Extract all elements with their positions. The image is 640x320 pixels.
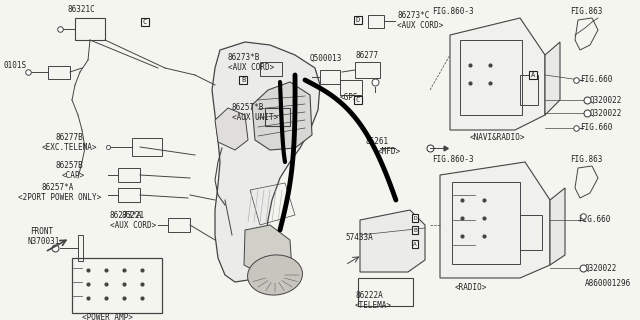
Text: 86277: 86277 bbox=[355, 51, 378, 60]
Text: Q320022: Q320022 bbox=[590, 108, 622, 117]
Text: <AUX CORD>: <AUX CORD> bbox=[110, 220, 156, 229]
Text: 86257*B: 86257*B bbox=[232, 103, 264, 113]
Bar bbox=[75, 18, 105, 40]
Bar bbox=[48, 66, 70, 79]
Bar bbox=[340, 80, 362, 95]
Bar bbox=[168, 218, 190, 232]
Text: 86222A: 86222A bbox=[355, 291, 383, 300]
Text: 86277B: 86277B bbox=[55, 133, 83, 142]
Polygon shape bbox=[545, 42, 560, 115]
Polygon shape bbox=[215, 108, 248, 150]
Polygon shape bbox=[212, 42, 320, 282]
Text: <AUX CORD>: <AUX CORD> bbox=[228, 63, 275, 73]
Text: Q320022: Q320022 bbox=[585, 263, 618, 273]
Text: <AUX UNIT>: <AUX UNIT> bbox=[232, 114, 278, 123]
Text: C: C bbox=[356, 97, 360, 103]
Text: N370031: N370031 bbox=[28, 237, 60, 246]
Text: FIG.860-3: FIG.860-3 bbox=[432, 7, 474, 17]
Bar bbox=[320, 70, 340, 84]
Bar bbox=[132, 138, 162, 156]
Text: <EXC.TELEMA>: <EXC.TELEMA> bbox=[42, 143, 97, 153]
Bar bbox=[118, 168, 140, 182]
Text: A: A bbox=[413, 242, 417, 246]
Bar bbox=[520, 215, 542, 250]
Text: <NAVI&RADIO>: <NAVI&RADIO> bbox=[470, 133, 525, 142]
Text: 86257B: 86257B bbox=[55, 161, 83, 170]
Text: 57433A: 57433A bbox=[345, 234, 372, 243]
Text: <TELEMA>: <TELEMA> bbox=[355, 300, 392, 309]
Text: 86273*B: 86273*B bbox=[228, 53, 260, 62]
Text: <MFD>: <MFD> bbox=[378, 148, 401, 156]
Text: 0101S: 0101S bbox=[4, 61, 27, 70]
Bar bbox=[355, 62, 380, 78]
Text: FIG.863: FIG.863 bbox=[570, 156, 602, 164]
Text: FRONT: FRONT bbox=[30, 228, 53, 236]
Bar bbox=[265, 108, 290, 126]
Text: FIG.660: FIG.660 bbox=[578, 215, 611, 225]
Polygon shape bbox=[252, 82, 312, 150]
Text: Q320022: Q320022 bbox=[590, 95, 622, 105]
Bar bbox=[78, 235, 83, 261]
Text: <AUX CORD>: <AUX CORD> bbox=[397, 20, 444, 29]
Bar bbox=[358, 278, 413, 306]
Bar bbox=[260, 62, 282, 76]
Text: 86221: 86221 bbox=[122, 211, 145, 220]
Ellipse shape bbox=[248, 255, 303, 295]
Text: <POWER AMP>: <POWER AMP> bbox=[82, 314, 133, 320]
Polygon shape bbox=[244, 225, 292, 278]
Text: 86273*C: 86273*C bbox=[397, 11, 429, 20]
Text: FIG.863: FIG.863 bbox=[570, 7, 602, 17]
Text: Q500013: Q500013 bbox=[310, 53, 342, 62]
Text: <RADIO>: <RADIO> bbox=[455, 284, 488, 292]
Text: FIG.660: FIG.660 bbox=[580, 124, 612, 132]
Text: A: A bbox=[531, 72, 535, 78]
Text: C: C bbox=[143, 19, 147, 25]
Bar bbox=[118, 188, 140, 202]
Text: 86257*A: 86257*A bbox=[42, 183, 74, 193]
Bar bbox=[520, 75, 538, 105]
Text: FIG.660: FIG.660 bbox=[580, 76, 612, 84]
Bar bbox=[452, 182, 520, 264]
Text: 86321C: 86321C bbox=[68, 5, 96, 14]
Bar bbox=[72, 258, 162, 313]
Text: <CAP>: <CAP> bbox=[62, 171, 85, 180]
Polygon shape bbox=[550, 188, 565, 265]
Text: 86273*A: 86273*A bbox=[110, 211, 142, 220]
Bar bbox=[460, 40, 522, 115]
Text: <2PORT POWER ONLY>: <2PORT POWER ONLY> bbox=[18, 194, 101, 203]
Polygon shape bbox=[450, 18, 545, 130]
Text: D: D bbox=[413, 215, 417, 220]
Text: B: B bbox=[413, 228, 417, 233]
Text: <GPS>: <GPS> bbox=[340, 93, 363, 102]
Text: D: D bbox=[356, 17, 360, 23]
Text: A860001296: A860001296 bbox=[585, 278, 631, 287]
Bar bbox=[368, 15, 384, 28]
Text: B: B bbox=[241, 77, 245, 83]
Text: 85261: 85261 bbox=[365, 138, 388, 147]
Polygon shape bbox=[440, 162, 550, 278]
Polygon shape bbox=[360, 210, 425, 272]
Text: FIG.860-3: FIG.860-3 bbox=[432, 156, 474, 164]
